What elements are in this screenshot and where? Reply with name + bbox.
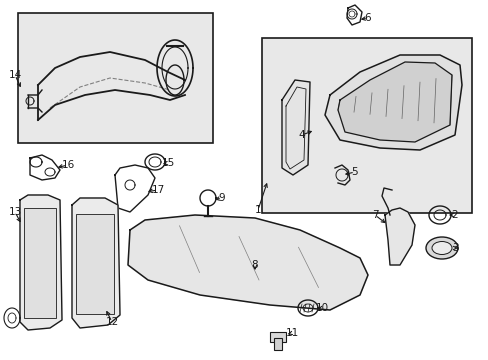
Text: 6: 6	[364, 13, 370, 23]
Text: 3: 3	[451, 243, 457, 253]
Text: 7: 7	[371, 210, 378, 220]
Polygon shape	[282, 80, 309, 175]
Polygon shape	[20, 195, 62, 330]
Text: 10: 10	[315, 303, 328, 313]
Polygon shape	[325, 55, 461, 150]
Bar	[24, 208, 56, 318]
Bar	[262, 38, 471, 213]
Polygon shape	[72, 198, 120, 328]
Text: 16: 16	[61, 160, 75, 170]
Text: 9: 9	[218, 193, 225, 203]
Text: 4: 4	[298, 130, 305, 140]
Ellipse shape	[431, 242, 451, 255]
Text: 5: 5	[351, 167, 358, 177]
Text: 13: 13	[8, 207, 21, 217]
Bar	[76, 214, 114, 314]
Text: 2: 2	[451, 210, 457, 220]
Polygon shape	[384, 208, 414, 265]
Text: 17: 17	[151, 185, 164, 195]
Text: 11: 11	[285, 328, 298, 338]
Ellipse shape	[425, 237, 457, 259]
Text: 15: 15	[161, 158, 174, 168]
Polygon shape	[128, 215, 367, 310]
Polygon shape	[337, 62, 451, 142]
Bar	[269, 332, 285, 342]
Text: 12: 12	[105, 317, 119, 327]
Text: 1: 1	[254, 205, 261, 215]
Text: 8: 8	[251, 260, 258, 270]
Bar	[18, 13, 213, 143]
Bar	[273, 338, 282, 350]
Text: 14: 14	[8, 70, 21, 80]
